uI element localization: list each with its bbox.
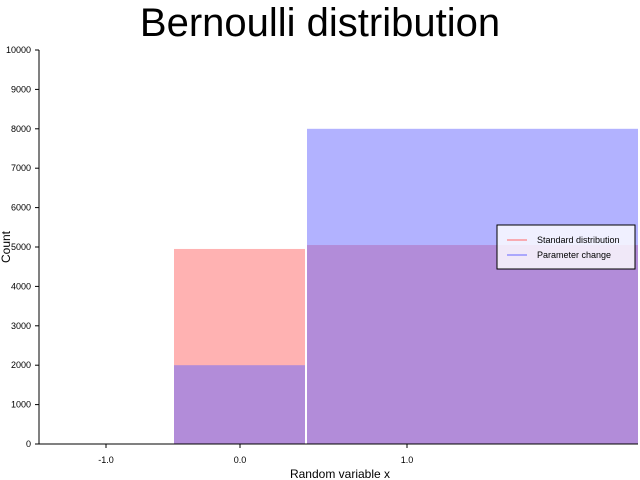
- y-ticks: 0 1000 2000 3000 4000 5000 6000 7000 8000 9000 100…: [6, 45, 39, 449]
- legend-label-standard: Standard distribution: [537, 235, 620, 245]
- bar-parameter-x1: [307, 128, 638, 445]
- y-axis-label: Count: [0, 230, 13, 263]
- y-tick-label: 8000: [11, 124, 31, 134]
- y-tick-label: 0: [26, 439, 31, 449]
- bar-parameter-x0: [174, 365, 305, 444]
- chart-title: Bernoulli distribution: [140, 1, 500, 45]
- legend-label-parameter: Parameter change: [537, 250, 611, 260]
- y-tick-label: 2000: [11, 360, 31, 370]
- legend: Standard distribution Parameter change: [496, 224, 636, 270]
- x-tick-label: 1.0: [401, 455, 414, 465]
- x-tick-label: -1.0: [98, 455, 114, 465]
- y-tick-label: 3000: [11, 321, 31, 331]
- x-axis-label: Random variable x: [290, 467, 390, 480]
- y-tick-label: 4000: [11, 281, 31, 291]
- legend-box: [496, 224, 636, 270]
- y-tick-label: 10000: [6, 45, 31, 55]
- y-tick-label: 1000: [11, 400, 31, 410]
- x-ticks: -1.0 0.0 1.0: [98, 444, 413, 465]
- x-tick-label: 0.0: [234, 455, 247, 465]
- y-tick-label: 7000: [11, 163, 31, 173]
- bars-layer: [174, 128, 638, 445]
- y-tick-label: 9000: [11, 84, 31, 94]
- y-tick-label: 6000: [11, 203, 31, 213]
- y-tick-label: 5000: [11, 242, 31, 252]
